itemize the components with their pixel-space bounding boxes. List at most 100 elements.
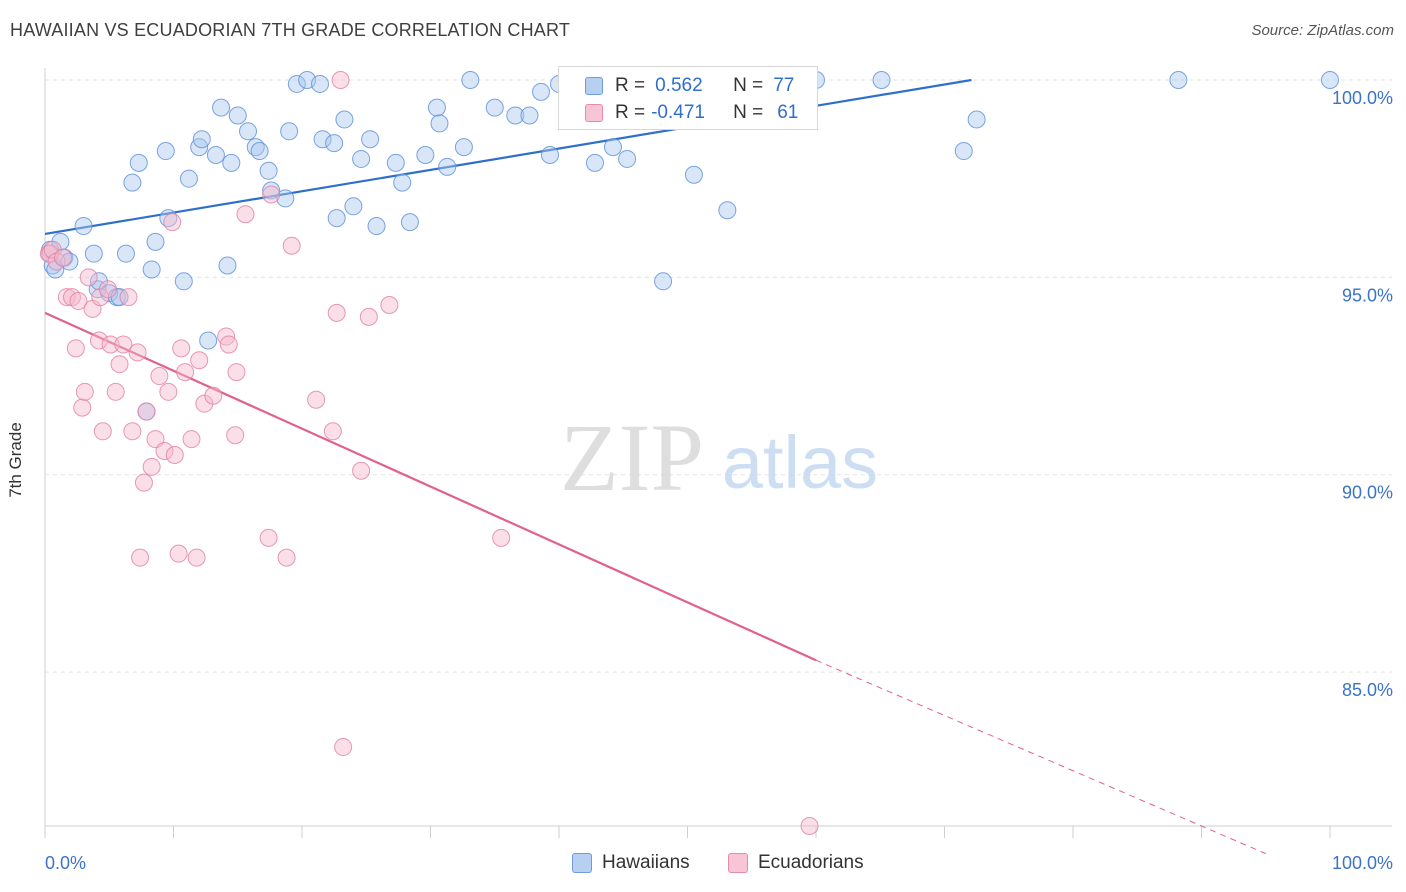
- hawaiians-swatch: [585, 77, 603, 95]
- ecuadorian-point: [163, 213, 182, 232]
- hawaiian-point: [344, 197, 363, 216]
- hawaiians-swatch: [572, 853, 592, 873]
- hawaiian-point: [438, 157, 457, 176]
- ecuadorian-point: [380, 295, 399, 314]
- r-value: -0.471: [651, 102, 705, 123]
- legend-item-hawaiians[interactable]: Hawaiians: [572, 852, 690, 874]
- hawaiian-point: [461, 71, 480, 89]
- x-tick-label: 0.0%: [45, 853, 86, 873]
- legend-row-ecuadorians: R = -0.471 N = 61: [585, 100, 798, 126]
- hawaiian-point: [454, 138, 473, 157]
- hawaiian-point: [174, 272, 193, 291]
- hawaiian-point: [400, 213, 419, 232]
- ecuadorian-point: [134, 473, 153, 492]
- ecuadorian-point: [334, 738, 353, 757]
- hawaiian-point: [239, 122, 258, 141]
- ecuadorian-point: [182, 430, 201, 449]
- hawaiian-point: [485, 98, 504, 117]
- ecuadorian-point: [307, 390, 326, 409]
- hawaiian-point: [327, 209, 346, 228]
- hawaiian-point: [218, 256, 237, 275]
- ecuadorian-point: [93, 422, 112, 441]
- x-tick-label: 100.0%: [1332, 853, 1393, 873]
- hawaiian-point: [325, 134, 344, 153]
- hawaiian-point: [1169, 71, 1188, 89]
- stats-legend: R = 0.562 N = 77 R = -0.471 N = 61: [558, 66, 818, 130]
- hawaiian-point: [287, 74, 306, 93]
- hawaiian-point: [718, 201, 737, 220]
- ecuadorian-point: [492, 528, 511, 547]
- hawaiian-point: [585, 153, 604, 172]
- ecuadorian-point: [53, 248, 72, 267]
- r-label: R =: [615, 75, 646, 96]
- n-value: 77: [773, 75, 795, 96]
- ecuadorian-point: [73, 398, 92, 417]
- hawaiian-point: [954, 142, 973, 161]
- ecuadorian-point: [169, 544, 188, 563]
- hawaiian-point: [313, 130, 332, 149]
- hawaiian-point: [206, 145, 225, 164]
- ecuadorian-point: [150, 367, 169, 386]
- hawaiian-point: [280, 122, 299, 141]
- ecuadorian-point: [123, 422, 142, 441]
- ecuadorian-point: [106, 382, 125, 401]
- hawaiian-point: [146, 232, 165, 251]
- ecuadorian-point: [187, 548, 206, 567]
- hawaiian-point: [367, 217, 386, 236]
- hawaiian-point: [179, 169, 198, 188]
- ecuadorian-point: [176, 363, 195, 382]
- ecuadorian-point: [259, 528, 278, 547]
- ecuadorian-point: [57, 288, 76, 307]
- ecuadorian-point: [79, 268, 98, 287]
- hawaiian-point: [310, 74, 329, 93]
- chart-title: HAWAIIAN VS ECUADORIAN 7TH GRADE CORRELA…: [10, 20, 571, 40]
- ecuadorian-point: [75, 382, 94, 401]
- legend-item-ecuadorians[interactable]: Ecuadorians: [728, 852, 864, 874]
- ecuadorian-point: [155, 442, 174, 461]
- ecuadorian-point: [327, 303, 346, 322]
- ecuadorians-trend-line: [44, 311, 817, 662]
- r-value: 0.562: [655, 75, 703, 96]
- ecuadorian-point: [137, 402, 156, 421]
- ecuadorian-point: [236, 205, 255, 224]
- hawaiian-point: [430, 114, 449, 133]
- watermark: ZIP atlas: [560, 404, 878, 511]
- ecuadorian-point: [359, 307, 378, 326]
- hawaiian-point: [427, 98, 446, 117]
- ecuadorian-point: [89, 331, 108, 350]
- ecuadorian-point: [190, 351, 209, 370]
- ecuadorian-point: [195, 394, 214, 413]
- ecuadorian-point: [262, 185, 281, 204]
- grid-lines: [45, 79, 1392, 673]
- y-tick-label: 90.0%: [1342, 483, 1393, 503]
- ecuadorians-trend-extension: [815, 659, 1266, 855]
- hawaiian-point: [520, 106, 539, 125]
- source-label: Source: ZipAtlas.com: [1251, 22, 1394, 39]
- hawaiian-point: [84, 244, 103, 263]
- hawaiian-point: [506, 106, 525, 125]
- hawaiian-point: [654, 272, 673, 291]
- y-tick-label: 85.0%: [1342, 680, 1393, 700]
- axes: [44, 68, 1392, 838]
- hawaiian-point: [212, 98, 231, 117]
- data-points: [39, 71, 1339, 835]
- y-tick-label: 100.0%: [1332, 88, 1393, 108]
- hawaiian-point: [684, 165, 703, 184]
- ecuadorians-swatch: [585, 104, 603, 122]
- hawaiian-point: [74, 217, 93, 236]
- hawaiian-point: [199, 331, 218, 350]
- hawaiian-point: [276, 189, 295, 208]
- legend-label-ecuadorians: Ecuadorians: [758, 852, 864, 873]
- hawaiian-point: [89, 272, 108, 291]
- n-label: N =: [733, 102, 764, 123]
- ecuadorian-point: [98, 280, 117, 299]
- hawaiian-point: [123, 173, 142, 192]
- hawaiian-point: [222, 153, 241, 172]
- ecuadorian-point: [131, 548, 150, 567]
- hawaiians-series: [41, 71, 1339, 421]
- hawaiian-point: [259, 161, 278, 180]
- watermark-zip: ZIP: [560, 404, 704, 511]
- ecuadorian-point: [165, 445, 184, 464]
- r-label: R =: [615, 102, 646, 123]
